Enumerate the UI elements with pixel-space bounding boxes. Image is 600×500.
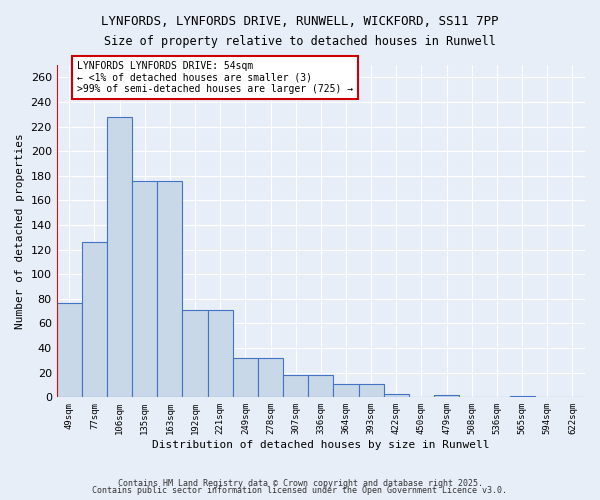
Text: Contains HM Land Registry data © Crown copyright and database right 2025.: Contains HM Land Registry data © Crown c…: [118, 478, 482, 488]
Bar: [509, 396, 535, 398]
Bar: [258, 358, 283, 398]
Bar: [208, 310, 233, 398]
Text: Contains public sector information licensed under the Open Government Licence v3: Contains public sector information licen…: [92, 486, 508, 495]
Bar: [308, 375, 334, 398]
Bar: [182, 310, 208, 398]
X-axis label: Distribution of detached houses by size in Runwell: Distribution of detached houses by size …: [152, 440, 490, 450]
Bar: [434, 395, 459, 398]
Bar: [56, 302, 82, 398]
Bar: [359, 384, 384, 398]
Bar: [233, 358, 258, 398]
Text: Size of property relative to detached houses in Runwell: Size of property relative to detached ho…: [104, 35, 496, 48]
Text: LYNFORDS LYNFORDS DRIVE: 54sqm
← <1% of detached houses are smaller (3)
>99% of : LYNFORDS LYNFORDS DRIVE: 54sqm ← <1% of …: [77, 61, 353, 94]
Text: LYNFORDS, LYNFORDS DRIVE, RUNWELL, WICKFORD, SS11 7PP: LYNFORDS, LYNFORDS DRIVE, RUNWELL, WICKF…: [101, 15, 499, 28]
Y-axis label: Number of detached properties: Number of detached properties: [15, 134, 25, 329]
Bar: [132, 180, 157, 398]
Bar: [384, 394, 409, 398]
Bar: [82, 242, 107, 398]
Bar: [283, 375, 308, 398]
Bar: [334, 384, 359, 398]
Bar: [157, 180, 182, 398]
Bar: [107, 116, 132, 398]
